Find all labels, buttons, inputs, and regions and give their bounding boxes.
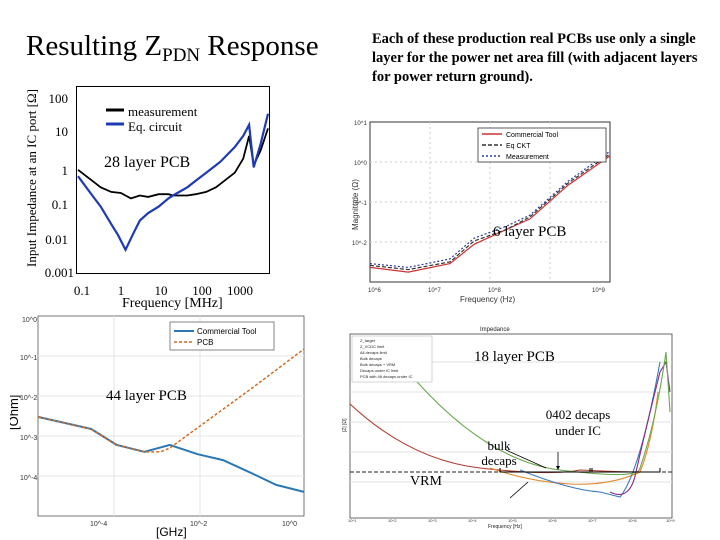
series-line-measurement xyxy=(369,150,611,269)
x-tick-6-1: 10^7 xyxy=(428,288,441,294)
y-tick-0.001: 0.001 xyxy=(44,265,74,280)
series-line-eq-ckt xyxy=(369,153,611,271)
svg-text:10^5: 10^5 xyxy=(508,518,517,523)
y-tick-6-2: 10^-1 xyxy=(352,201,367,207)
legend-18-4: Bulk decaps + VRM xyxy=(360,362,395,367)
svg-text:10^7: 10^7 xyxy=(588,518,597,523)
chart-44-layer: Commercial Tool PCB [Ohm] [GHz] 10^-4 10… xyxy=(10,315,305,539)
label-decaps: 0402 decaps under IC xyxy=(545,407,611,438)
label-bulk-decaps: bulk decaps xyxy=(481,438,517,468)
x-tick-1000: 1000 xyxy=(227,283,253,298)
y-label-44: [Ohm] xyxy=(10,395,21,430)
legend-18-6: PCB with 46 decaps under IC xyxy=(360,374,413,379)
x-tick-6-2: 10^8 xyxy=(488,288,501,294)
legend-measurement: measurement xyxy=(128,104,198,119)
x-tick-0.1: 0.1 xyxy=(73,283,91,298)
legend-commercial-tool: Commercial Tool xyxy=(506,132,558,139)
series-line-commercial-tool xyxy=(37,415,305,493)
x-tick-10: 10 xyxy=(154,283,168,298)
x-label-18: Frequency [Hz] xyxy=(488,524,523,530)
x-tick-44-1: 10^-2 xyxy=(190,521,207,528)
y-label-18: |Z| [Ω] xyxy=(342,418,348,432)
label-28-layer: 28 layer PCB xyxy=(104,154,191,171)
svg-text:10^8: 10^8 xyxy=(628,518,637,523)
label-vrm: VRM xyxy=(410,474,442,489)
title-18: Impedance xyxy=(480,327,510,333)
y-tick-0.01: 0.01 xyxy=(45,232,68,247)
note-text: Each of these production real PCBs use o… xyxy=(372,31,698,85)
svg-text:10^4: 10^4 xyxy=(468,518,477,523)
label-44-layer: 44 layer PCB xyxy=(106,388,187,404)
x-tick-6-3: 10^9 xyxy=(592,288,605,294)
svg-text:10^3: 10^3 xyxy=(428,518,437,523)
x-axis-label: Frequency [MHz] xyxy=(122,296,223,311)
series-line-eq-circuit xyxy=(77,113,270,253)
legend-18-3: Bulk decaps xyxy=(360,356,382,361)
y-tick-44-1: 10^-1 xyxy=(20,355,37,362)
legend-pcb-44: PCB xyxy=(197,338,213,347)
series-line-pcb xyxy=(37,348,305,453)
y-tick-6-0: 10^1 xyxy=(354,121,367,127)
y-tick-10: 10 xyxy=(55,124,68,139)
y-tick-44-0: 10^0 xyxy=(22,317,37,324)
legend-18-2: All decaps limit xyxy=(360,350,388,355)
x-label-44: [GHz] xyxy=(156,525,187,539)
y-tick-1: 1 xyxy=(61,163,69,178)
chart-28-layer xyxy=(76,86,270,274)
slide-title: Resulting ZPDN Response xyxy=(26,30,319,66)
y-tick-100: 100 xyxy=(48,91,69,106)
y-tick-6-3: 10^-2 xyxy=(352,241,367,247)
svg-text:10^1: 10^1 xyxy=(348,518,357,523)
y-tick-0.1: 0.1 xyxy=(51,197,68,212)
chart-18-layer: Impedance Z_target Z_VCDC limit All deca… xyxy=(342,327,675,530)
label-18-layer: 18 layer PCB xyxy=(474,349,555,365)
x-tick-6-0: 10^6 xyxy=(368,288,381,294)
svg-text:10^6: 10^6 xyxy=(548,518,557,523)
label-6-layer: 6 layer PCB xyxy=(493,224,567,240)
legend-18-5: Decaps under IC limit xyxy=(360,368,399,373)
svg-text:10^9: 10^9 xyxy=(666,518,675,523)
y-tick-6-1: 10^0 xyxy=(354,161,367,167)
legend-eq-circuit: Eq. circuit xyxy=(128,119,183,134)
y-tick-44-4: 10^-4 xyxy=(20,475,37,482)
x-label-6: Frequency (Hz) xyxy=(460,295,515,304)
x-tick-100: 100 xyxy=(192,283,212,298)
legend-eq-ckt: Eq CKT xyxy=(506,143,531,150)
x-tick-44-0: 10^-4 xyxy=(90,521,107,528)
legend-18-1: Z_VCDC limit xyxy=(360,344,385,349)
chart-6-layer: Commercial Tool Eq CKT Measurement Magni… xyxy=(351,121,611,304)
svg-text:10^2: 10^2 xyxy=(388,518,397,523)
series-line-commercial-tool xyxy=(369,155,611,273)
y-label-6: Magnitude (Ω) xyxy=(351,179,360,230)
legend-18-0: Z_target xyxy=(360,338,376,343)
y-tick-44-3: 10^-3 xyxy=(20,435,37,442)
x-tick-44-2: 10^0 xyxy=(282,521,297,528)
y-tick-44-2: 10^-2 xyxy=(20,395,37,402)
x-tick-1: 1 xyxy=(117,283,125,298)
legend-commercial-tool-44: Commercial Tool xyxy=(197,327,257,336)
legend-measurement-6: Measurement xyxy=(506,154,549,161)
